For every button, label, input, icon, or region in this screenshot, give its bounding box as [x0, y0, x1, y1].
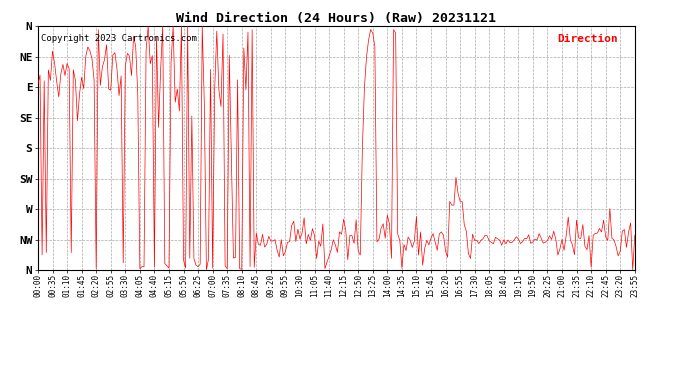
Title: Wind Direction (24 Hours) (Raw) 20231121: Wind Direction (24 Hours) (Raw) 20231121 — [177, 12, 496, 25]
Text: Direction: Direction — [558, 34, 618, 44]
Text: Copyright 2023 Cartronics.com: Copyright 2023 Cartronics.com — [41, 34, 197, 43]
